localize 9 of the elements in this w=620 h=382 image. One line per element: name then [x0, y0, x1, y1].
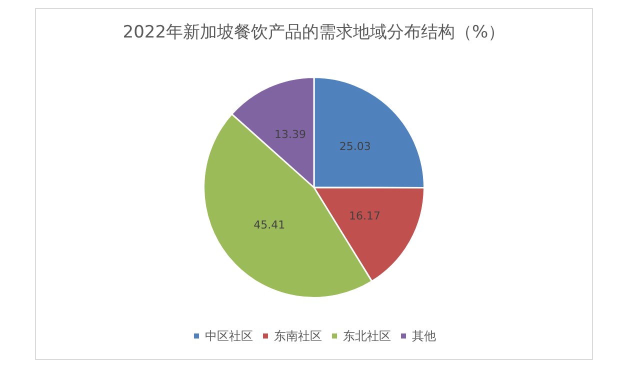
legend-label: 其他	[412, 329, 436, 343]
data-label: 16.17	[348, 209, 380, 222]
data-label: 13.39	[274, 128, 306, 141]
legend-label: 东北社区	[343, 329, 391, 343]
chart-title: 2022年新加坡餐饮产品的需求地域分布结构（%）	[122, 22, 506, 42]
data-label: 45.41	[254, 218, 286, 232]
legend-label: 东南社区	[274, 329, 322, 343]
data-label: 25.03	[339, 140, 371, 153]
legend-label: 中区社区	[205, 329, 253, 343]
